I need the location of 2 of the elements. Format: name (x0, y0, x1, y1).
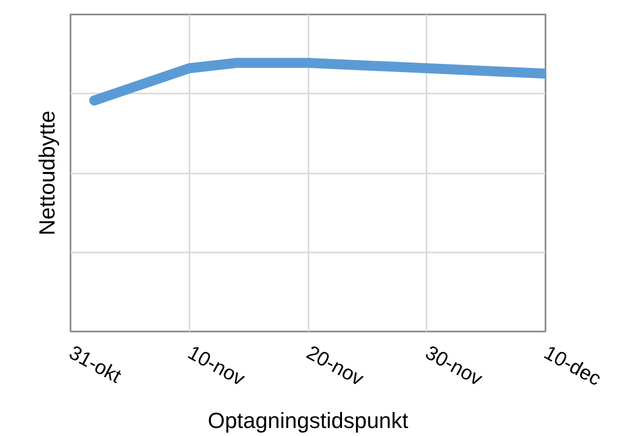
y-axis-title: Nettoudbytte (34, 110, 60, 236)
x-axis-title: Optagningstidspunkt (208, 408, 408, 434)
